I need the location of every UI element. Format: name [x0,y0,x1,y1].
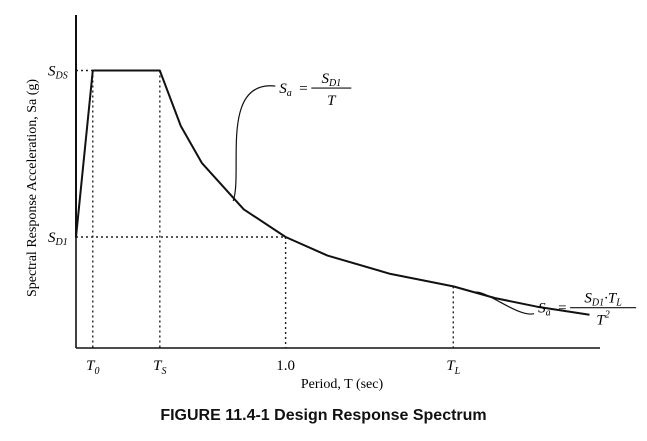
x-tick-label: T0 [86,358,99,377]
y-tick-label: SD1 [48,230,68,248]
equation-equals: = [558,301,566,317]
equation-denominator: T2 [596,310,609,329]
y-tick-label: SDS [48,64,68,82]
equation-numerator: SD1·TL [584,291,622,309]
leader-line [232,85,276,202]
axes [75,15,600,349]
spectrum-curve-group [75,15,590,316]
equation-eq1: Sa = SD1 T [279,71,352,109]
guide-lines [76,69,454,348]
spectrum-curve [75,15,590,316]
figure-caption: FIGURE 11.4-1 Design Response Spectrum [160,407,487,424]
equation-lhs: Sa [538,301,551,319]
x-tick-label: 1.0 [276,358,295,374]
x-axis-label: Period, T (sec) [301,377,384,392]
equation-equals: = [299,81,307,97]
equation-lhs: Sa [279,81,292,99]
equation-numerator: SD1 [321,71,341,89]
x-tick-label: TS [153,358,166,377]
x-tick-label: TL [446,358,460,377]
y-axis-label: Spectral Response Acceleration, Sa (g) [25,79,40,297]
tick-labels: T0 TS 1.0 TL SDS SD1 [48,64,461,378]
leader-line [474,291,535,315]
equation-denominator: T [327,93,337,109]
